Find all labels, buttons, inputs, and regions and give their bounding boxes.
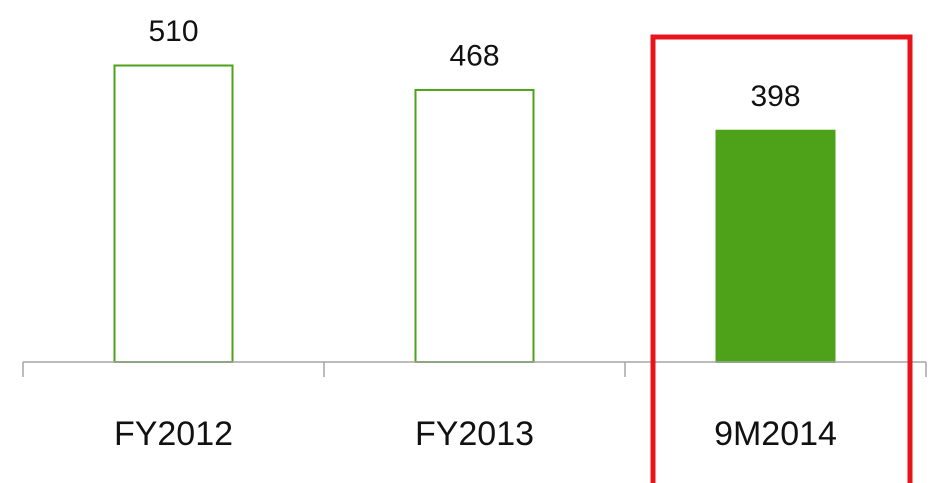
- category-label-9m2014: 9M2014: [714, 415, 837, 453]
- category-label-fy2012: FY2012: [114, 415, 233, 453]
- value-label-9m2014: 398: [750, 80, 800, 113]
- value-label-fy2013: 468: [449, 39, 499, 72]
- x-axis: [22, 361, 927, 377]
- bar-fy2013: [414, 88, 535, 363]
- highlight-group: [650, 34, 913, 483]
- bar-9m2014: [715, 129, 836, 363]
- highlight-box: [650, 34, 913, 483]
- value-label-fy2012: 510: [148, 15, 198, 48]
- category-label-fy2013: FY2013: [415, 415, 534, 453]
- bar-fy2012: [113, 64, 234, 363]
- bars: [113, 64, 836, 363]
- labels: 510 FY2012 468 FY2013 398 9M2014: [114, 15, 837, 453]
